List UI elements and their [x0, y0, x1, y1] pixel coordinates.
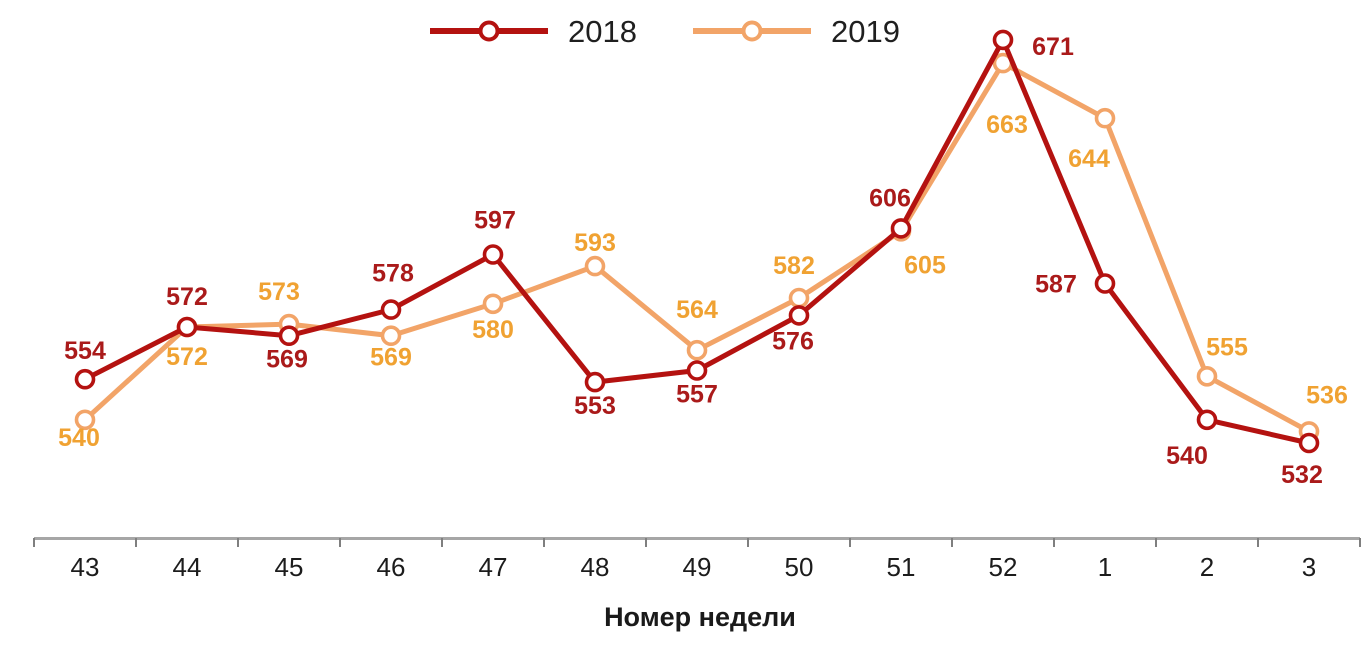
series-2019-marker: [380, 325, 402, 347]
series-2018-marker: [380, 299, 402, 320]
series-2018-marker: [890, 218, 912, 239]
legend-marker-icon: [741, 20, 763, 42]
series-2018-data-label: 540: [1166, 442, 1208, 470]
series-2018-marker: [1196, 409, 1218, 431]
series-2018-data-label: 557: [676, 381, 718, 409]
series-2018-marker: [74, 368, 96, 390]
series-2019-data-label: 572: [166, 343, 208, 371]
series-2018-marker: [176, 316, 198, 338]
series-layer: 554 572 569 578 597 553 557 576 606 671 587 540 532 5…: [58, 29, 1348, 489]
x-axis: 43 44 45 46 47 48 49 50 51 52 1 2 3: [33, 537, 1361, 582]
series-2019-marker: [1094, 107, 1116, 129]
series-2018-marker: [482, 244, 504, 265]
x-tick-label: 43: [71, 552, 100, 582]
series-2019-data-label: 582: [773, 252, 815, 280]
series-2018-marker: [1094, 273, 1116, 294]
series-2018-marker: [278, 325, 300, 347]
x-tick-label: 45: [275, 552, 304, 582]
x-tick-label: 44: [173, 552, 202, 582]
legend: 2018 2019: [430, 14, 900, 49]
series-2018-data-label: 587: [1035, 271, 1077, 299]
series-2018-data-label: 572: [166, 283, 208, 311]
series-2019-data-label: 536: [1306, 381, 1348, 409]
series-2018-data-label: 606: [869, 184, 911, 212]
series-2019-marker: [1196, 365, 1218, 387]
series-2018-marker: [1298, 432, 1320, 454]
x-tick-label: 48: [581, 552, 610, 582]
x-tick-label: 50: [785, 552, 814, 582]
x-tick-label: 51: [887, 552, 916, 582]
series-2018-data-label: 597: [474, 207, 516, 235]
legend-label: 2018: [568, 14, 637, 49]
series-2018-marker: [686, 360, 708, 381]
series-2019-marker: [788, 287, 810, 309]
series-2018-data-label: 578: [372, 260, 414, 288]
series-2019-data-label: 644: [1068, 145, 1110, 173]
series-2019-marker: [482, 293, 504, 315]
x-tick-label: 52: [989, 552, 1018, 582]
series-2019-data-label: 540: [58, 424, 100, 452]
series-2018-data-label: 569: [266, 346, 308, 374]
legend-item-2019: 2019: [693, 14, 900, 49]
series-2018-data-label: 576: [772, 327, 814, 355]
x-tick-label: 1: [1098, 552, 1112, 582]
series-2019-marker: [74, 409, 96, 431]
series-2019-marker: [584, 255, 606, 277]
series-2018-marker: [788, 305, 810, 326]
x-tick-label: 47: [479, 552, 508, 582]
legend-label: 2019: [831, 14, 900, 49]
series-2018-data-label: 553: [574, 392, 616, 420]
x-axis-title: Номер недели: [604, 602, 796, 632]
series-2019-data-label: 564: [676, 296, 718, 324]
x-tick-label: 46: [377, 552, 406, 582]
series-2019-data-label: 573: [258, 278, 300, 306]
series-2018-data-label: 532: [1281, 461, 1323, 489]
series-2019-data-label: 580: [472, 316, 514, 344]
series-2019-data-label: 605: [904, 251, 946, 279]
series-2019-data-label: 569: [370, 344, 412, 372]
legend-marker-icon: [478, 20, 500, 42]
series-2019-data-label: 663: [986, 111, 1028, 139]
series-2018-data-label: 554: [64, 337, 106, 365]
series-2019-data-label: 593: [574, 229, 616, 257]
series-2018-marker: [992, 29, 1014, 51]
x-tick-label: 3: [1302, 552, 1316, 582]
legend-item-2018: 2018: [430, 14, 637, 49]
series-2018-marker: [584, 371, 606, 393]
series-2019-marker: [686, 339, 708, 361]
x-tick-label: 2: [1200, 552, 1214, 582]
series-2019-data-label: 555: [1206, 333, 1248, 361]
series-2018-data-label: 671: [1032, 33, 1074, 61]
x-tick-label: 49: [683, 552, 712, 582]
